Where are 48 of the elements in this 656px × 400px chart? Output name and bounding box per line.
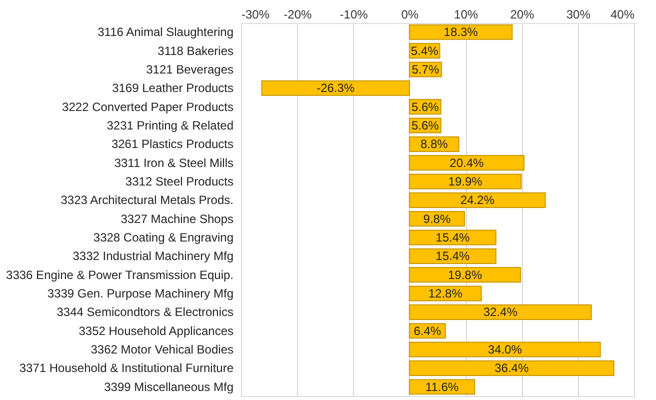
data-label: 15.4% [436, 249, 470, 264]
data-label: 11.6% [425, 380, 459, 394]
data-label: 12.8% [428, 286, 463, 301]
y-tick-label: 3399 Miscellaneous Mfg [104, 380, 234, 394]
data-label: 34.0% [488, 342, 522, 357]
x-tick-label: 30% [566, 8, 591, 22]
y-tick-label: 3371 Household & Institutional Furniture [19, 361, 234, 376]
data-label: 5.6% [411, 118, 440, 132]
y-tick-label: 3231 Printing & Related [106, 118, 234, 132]
data-label: 36.4% [494, 361, 529, 376]
y-tick-label: 3336 Engine & Power Transmission Equip. [6, 268, 234, 282]
x-tick-label: 0% [401, 8, 419, 22]
y-tick-label: 3339 Gen. Purpose Machinery Mfg [47, 286, 234, 301]
x-tick-label: 40% [610, 8, 635, 22]
y-tick-label: 3118 Bakeries [158, 44, 234, 58]
data-label: 24.2% [460, 193, 495, 208]
y-tick-label: 3169 Leather Products [112, 81, 234, 96]
data-label: 5.4% [410, 44, 439, 58]
data-label: 6.4% [414, 324, 442, 338]
data-label: 32.4% [483, 305, 518, 320]
x-tick-label: -30% [242, 8, 270, 22]
y-tick-label: 3222 Converted Paper Products [62, 100, 234, 114]
y-tick-label: 3352 Household Applicances [78, 324, 234, 338]
y-tick-label: 3116 Animal Slaughtering [98, 25, 234, 40]
x-tick-label: 20% [510, 8, 535, 22]
data-label: -26.3% [316, 81, 355, 96]
data-label: 19.8% [448, 268, 482, 282]
y-tick-label: 3344 Semicondtors & Electronics [56, 305, 234, 320]
data-label: 9.8% [423, 212, 451, 226]
y-tick-label: 3312 Steel Products [125, 174, 234, 188]
y-tick-label: 3362 Motor Vehical Bodies [90, 342, 234, 357]
y-tick-label: 3311 Iron & Steel Mills [114, 156, 234, 170]
y-tick-label: 3328 Coating & Engraving [93, 230, 234, 245]
data-label: 20.4% [450, 156, 484, 170]
y-tick-label: 3323 Architectural Metals Prods. [60, 193, 234, 208]
data-label: 8.8% [420, 137, 448, 152]
x-tick-label: -20% [284, 8, 312, 22]
data-label: 15.4% [436, 230, 470, 245]
data-label: 5.6% [411, 100, 440, 114]
y-tick-label: 3327 Machine Shops [120, 212, 234, 226]
data-label: 18.3% [444, 25, 478, 40]
x-tick-label: 10% [454, 8, 478, 22]
y-tick-label: 3121 Beverages [146, 62, 234, 76]
data-label: 19.9% [448, 174, 483, 188]
data-label: 5.7% [412, 62, 440, 76]
y-tick-label: 3332 Industrial Machinery Mfg [72, 249, 234, 264]
x-tick-label: -10% [340, 8, 368, 22]
y-tick-label: 3261 Plastics Products [111, 137, 234, 152]
